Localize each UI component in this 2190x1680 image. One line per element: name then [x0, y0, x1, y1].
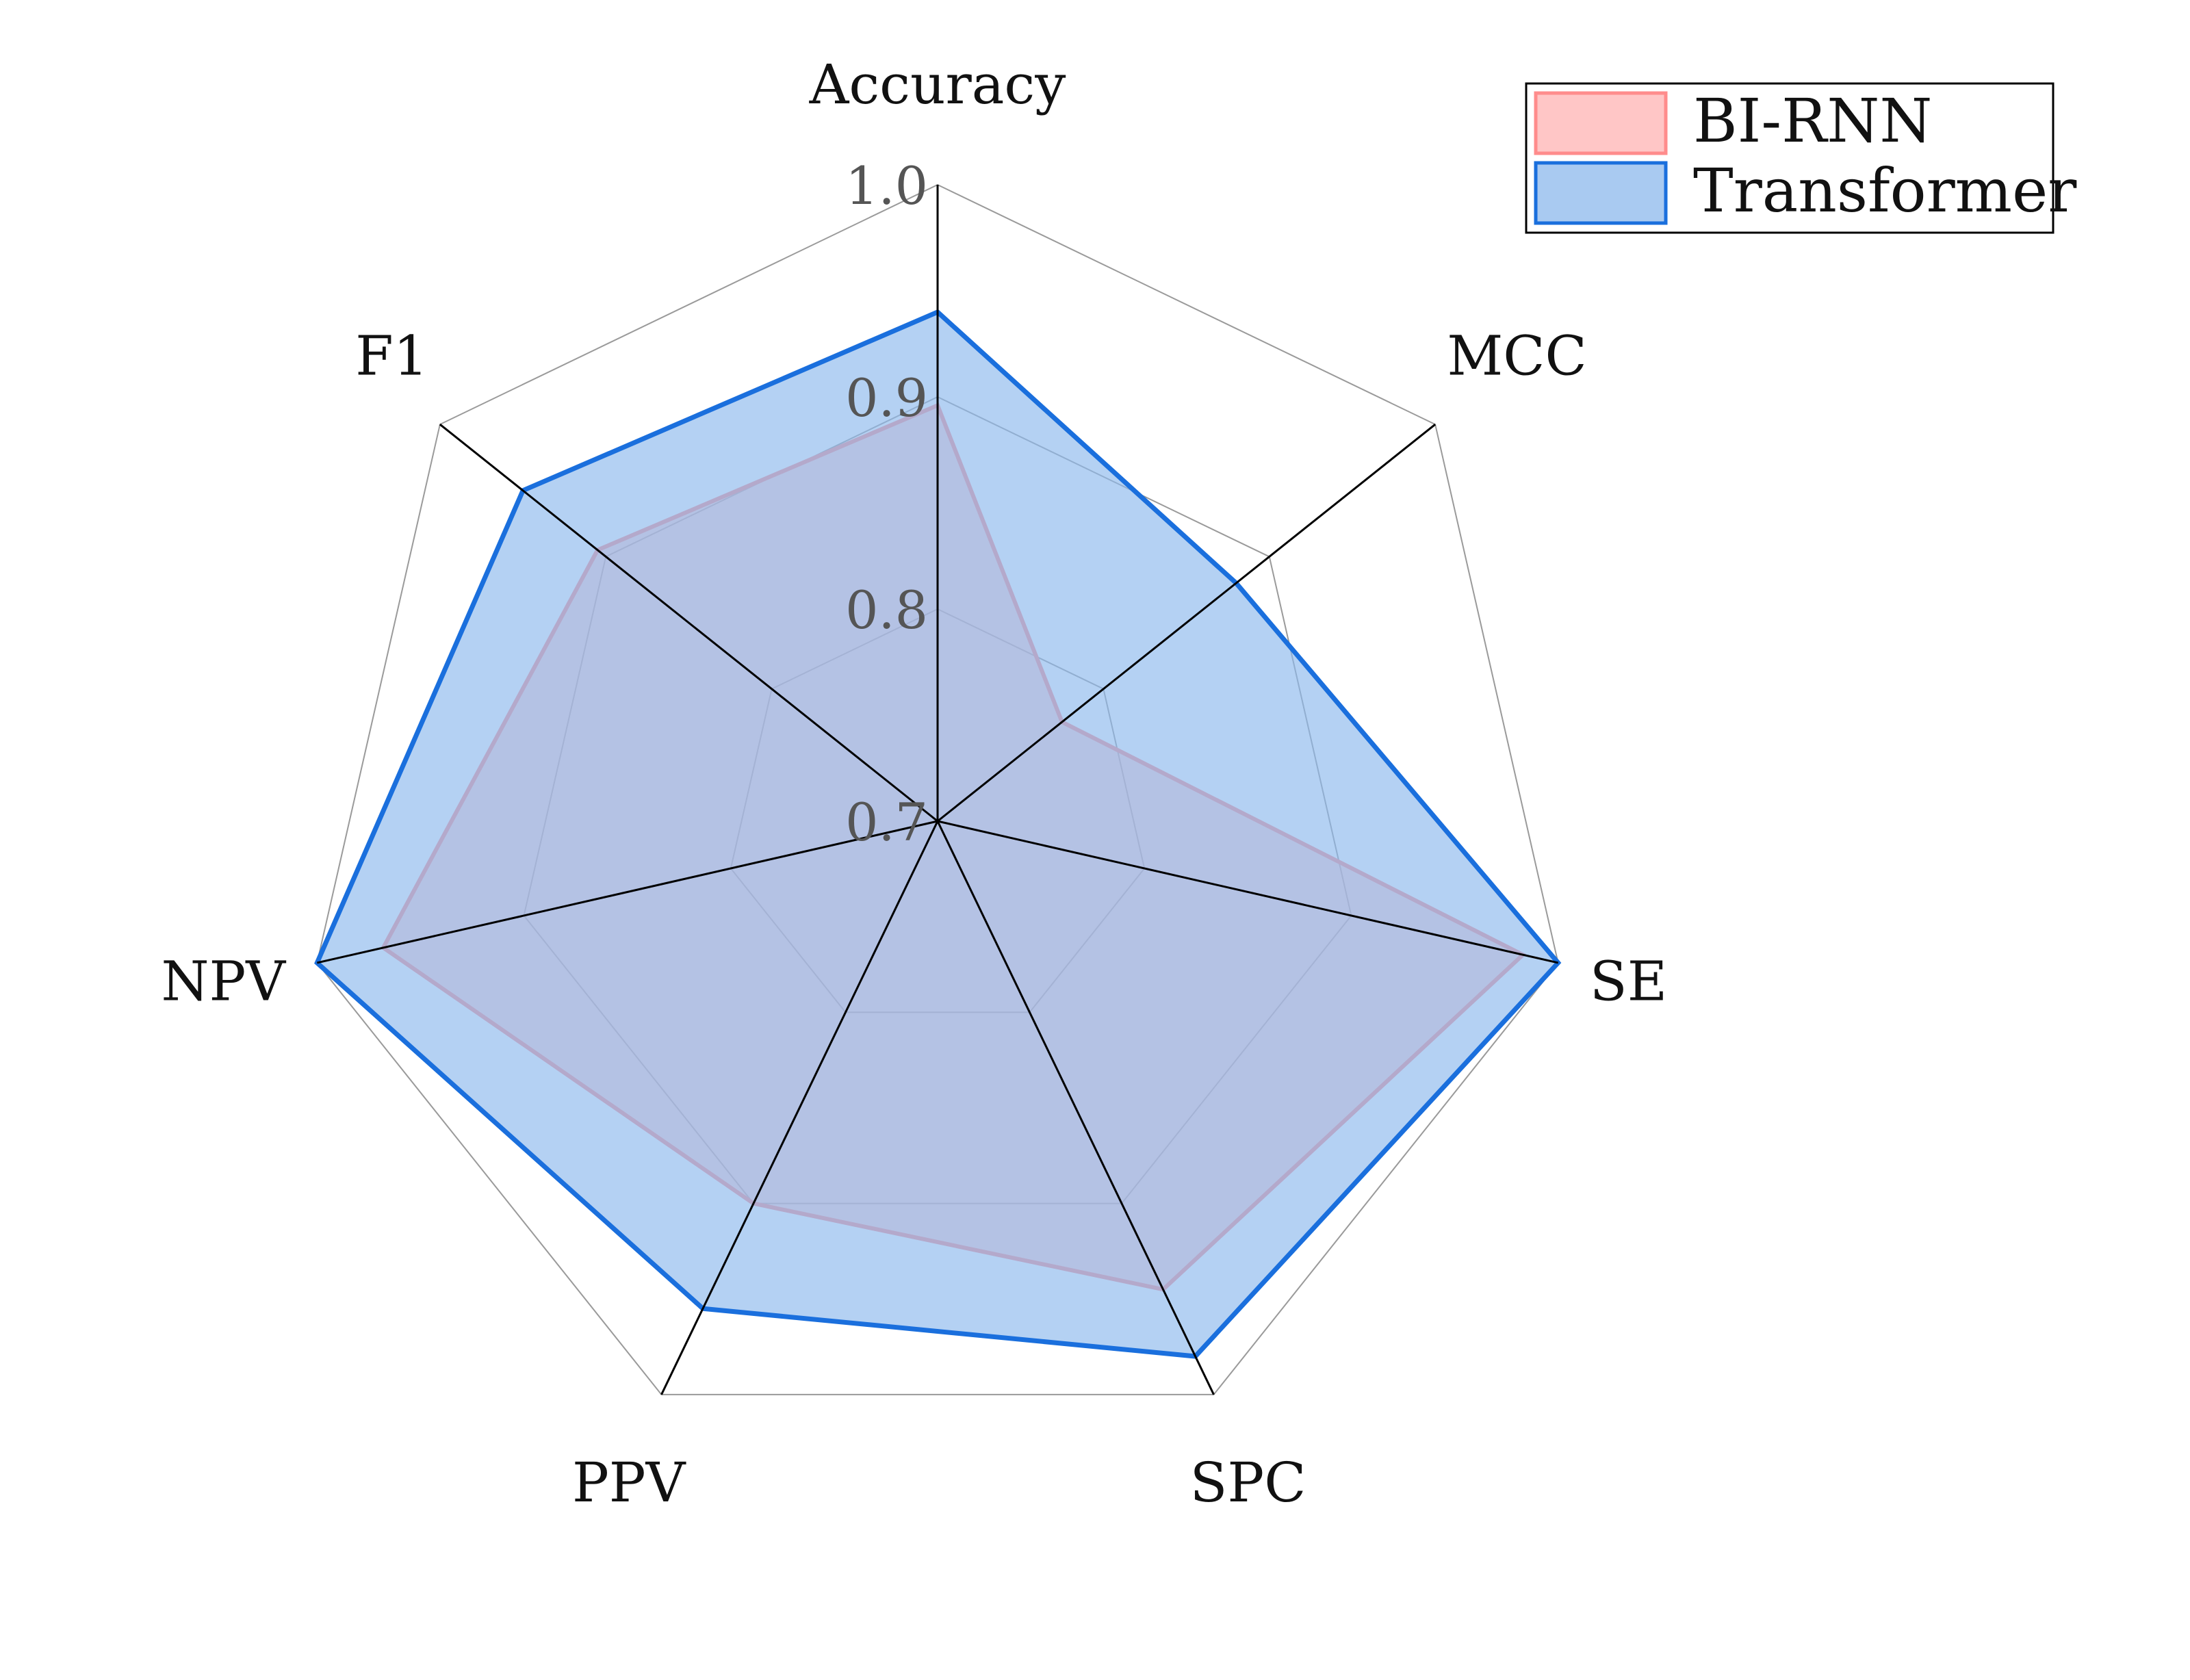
radial-tick-labels: 0.7 0.8 0.9 1.0	[845, 155, 928, 853]
axis-label-f1: F1	[355, 324, 428, 388]
legend-swatch	[1534, 91, 1668, 155]
legend-swatch	[1534, 161, 1668, 225]
axis-label-spc: SPC	[1190, 1451, 1306, 1514]
legend-label: BI-RNN	[1693, 86, 1932, 156]
radar-axes	[316, 185, 1559, 1395]
radial-tick-label: 1.0	[845, 155, 928, 216]
axis-spoke-se	[937, 820, 1559, 964]
axis-label-accuracy: Accuracy	[809, 53, 1066, 116]
axis-label-ppv: PPV	[572, 1451, 686, 1514]
axis-spoke-mcc	[937, 423, 1437, 823]
axis-spoke-ppv	[660, 820, 939, 1395]
axis-label-se: SE	[1590, 949, 1667, 1013]
axis-spoke-spc	[936, 820, 1215, 1395]
axis-spoke-npv	[316, 820, 938, 964]
legend-label: Transformer	[1693, 155, 2077, 226]
axis-labels: Accuracy MCC SE SPC PPV NPV F1	[161, 53, 1667, 1514]
radial-tick-label: 0.9	[845, 367, 928, 428]
radial-tick-label: 0.7	[845, 792, 928, 853]
axis-label-mcc: MCC	[1447, 324, 1586, 388]
radial-tick-label: 0.8	[845, 580, 928, 641]
axis-label-npv: NPV	[161, 949, 286, 1013]
grid-ring-1	[316, 183, 1559, 1395]
axis-spoke-f1	[439, 423, 938, 823]
